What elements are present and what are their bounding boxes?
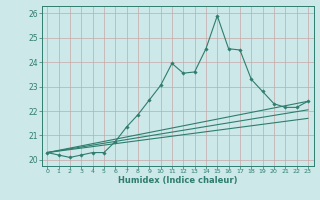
X-axis label: Humidex (Indice chaleur): Humidex (Indice chaleur) (118, 176, 237, 185)
